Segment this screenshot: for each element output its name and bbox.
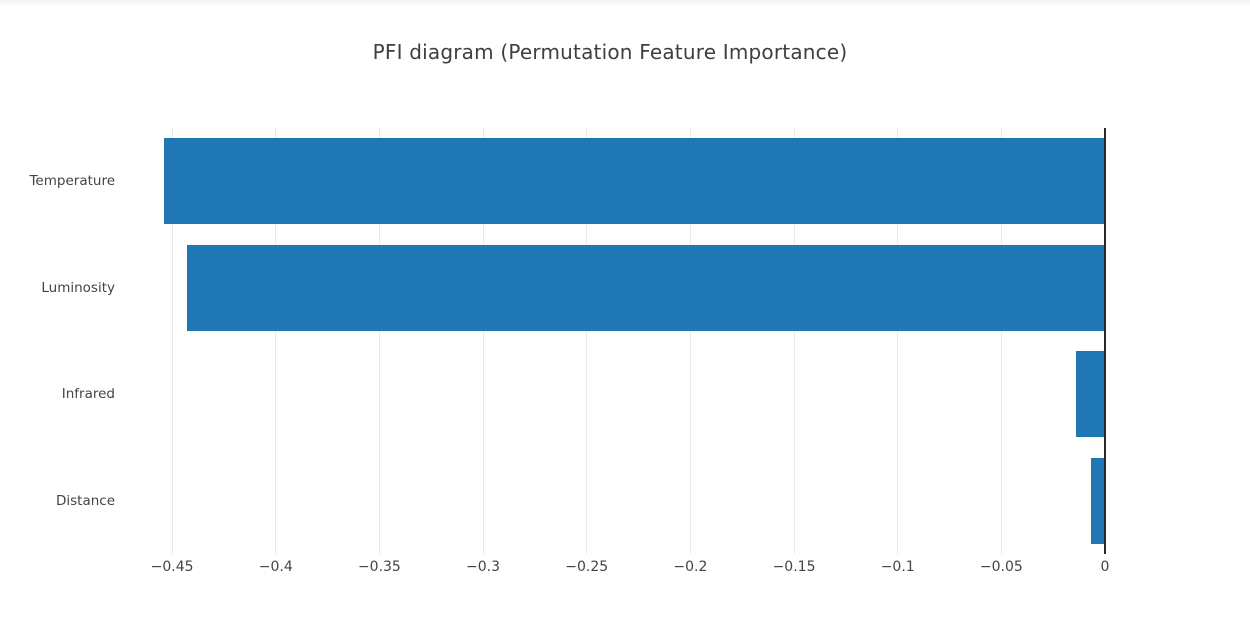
gridline-x--0.25 [586,128,588,554]
gridline-x--0.3 [482,128,484,554]
x-tick-label--0.15: −0.15 [772,559,816,575]
x-tick-label--0.25: −0.25 [565,559,609,575]
gridline-x--0.45 [171,128,173,554]
x-tick-label--0.4: −0.4 [258,559,293,575]
x-tick-label--0.2: −0.2 [673,559,708,575]
page-top-fade [0,0,1250,7]
x-tick-label--0.35: −0.35 [357,559,401,575]
gridline-x--0.15 [793,128,795,554]
plot-area[interactable] [130,128,1150,554]
gridline-x--0.2 [689,128,691,554]
bar-temperature[interactable] [163,138,1105,225]
gridline-x--0.35 [378,128,380,554]
x-tick-label--0.3: −0.3 [466,559,501,575]
gridline-x--0.1 [897,128,899,554]
x-tick-label--0.1: −0.1 [880,559,915,575]
x-tick-label--0.05: −0.05 [979,559,1023,575]
bar-infrared[interactable] [1075,351,1105,438]
x-tick-label-0: 0 [1100,559,1110,575]
y-label-temperature: Temperature [29,173,115,190]
y-label-distance: Distance [55,492,115,509]
y-label-luminosity: Luminosity [41,279,115,296]
gridline-x--0.05 [1000,128,1002,554]
y-label-infrared: Infrared [61,386,115,403]
bar-luminosity[interactable] [186,244,1105,331]
zero-axis-line [1104,128,1106,554]
x-tick-label--0.45: −0.45 [150,559,194,575]
chart-title: PFI diagram (Permutation Feature Importa… [372,40,848,64]
bar-distance[interactable] [1090,457,1105,544]
gridline-x--0.4 [275,128,277,554]
